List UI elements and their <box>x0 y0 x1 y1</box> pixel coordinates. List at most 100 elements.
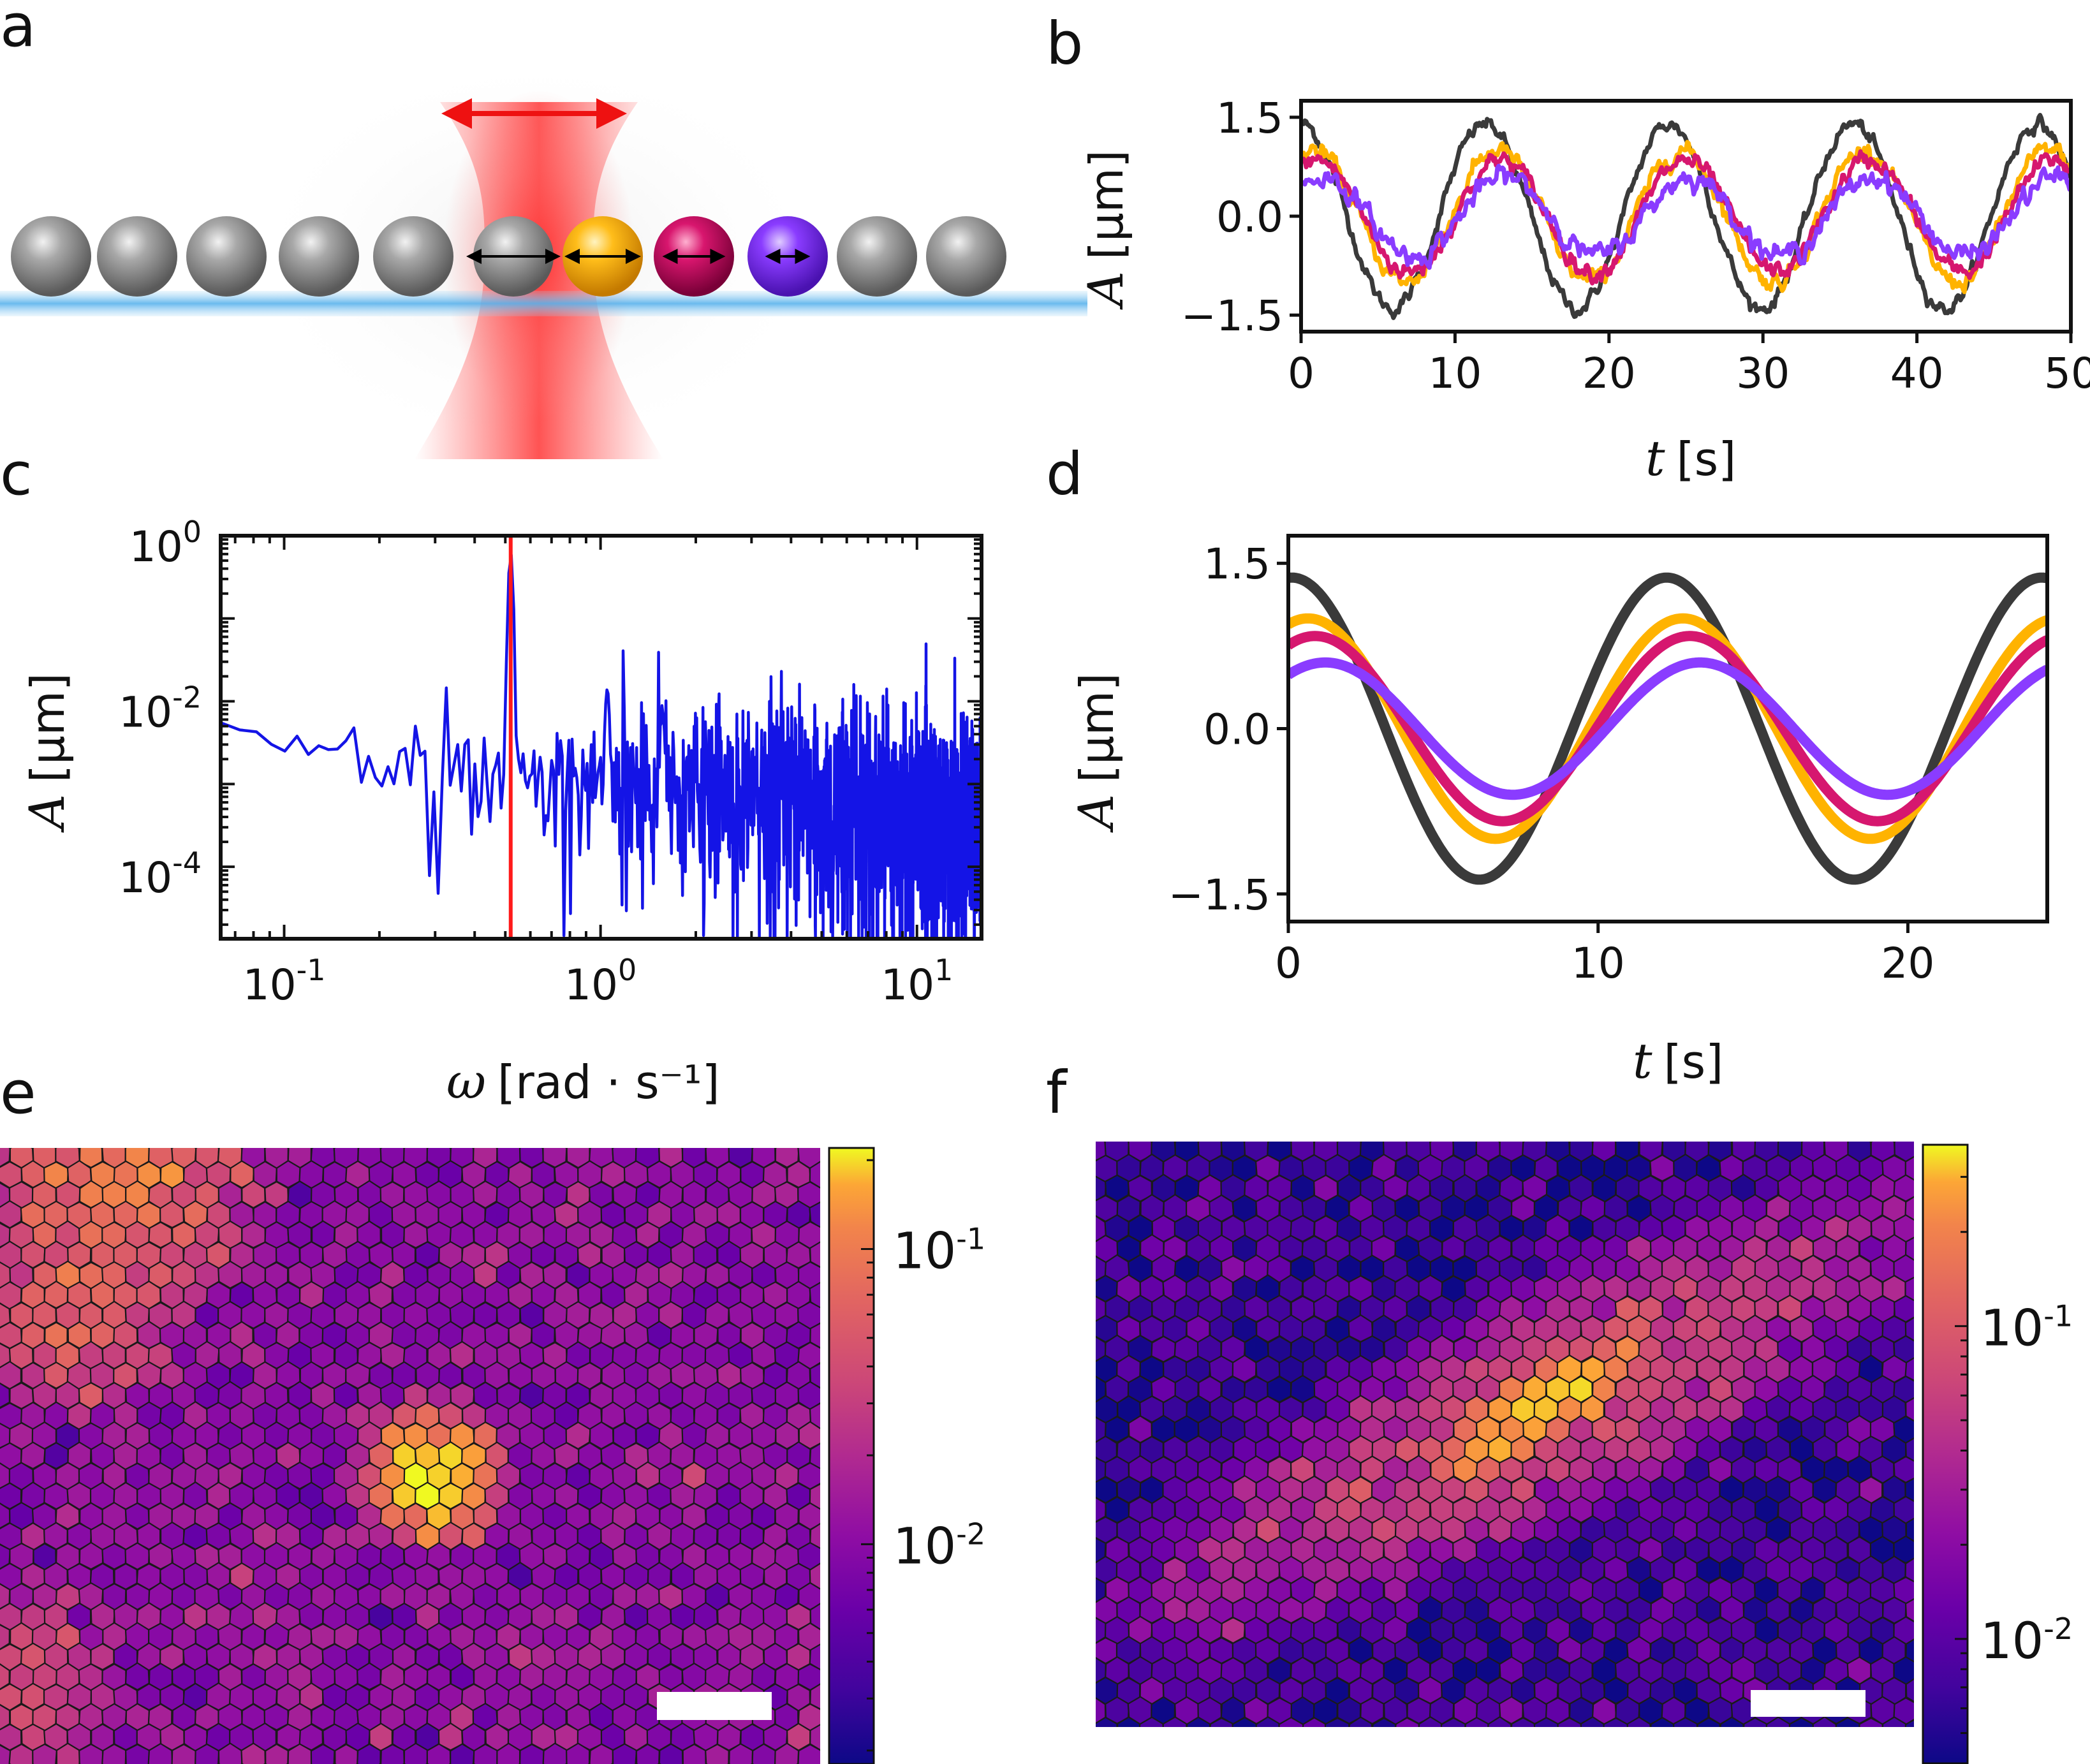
cell <box>1071 1356 1094 1383</box>
panel-label-b: b <box>1046 10 1083 78</box>
cell <box>1070 1677 1094 1704</box>
cell <box>635 1148 637 1149</box>
cell <box>1534 1115 1559 1141</box>
x-tick-label: 0 <box>1288 349 1314 398</box>
cell <box>1626 1716 1651 1727</box>
cell <box>1743 1717 1768 1727</box>
panel-c-ylabel: A[μm] <box>18 673 75 833</box>
cell <box>448 1148 453 1149</box>
cell <box>1232 1716 1258 1727</box>
cell <box>1127 1142 1130 1143</box>
cell <box>1233 1115 1256 1141</box>
y-tick-label: 0.0 <box>1216 193 1283 242</box>
cell <box>809 1483 820 1510</box>
x-tick-label: 10-1 <box>243 953 326 1010</box>
cell <box>809 1603 820 1631</box>
cell <box>1835 1717 1861 1727</box>
panel-label-c: c <box>0 440 33 508</box>
cell <box>1904 1237 1914 1261</box>
panel-f-colorbar <box>1922 1143 1969 1764</box>
cell <box>1071 1115 1094 1142</box>
cell <box>751 1148 753 1149</box>
cell <box>1882 1115 1906 1142</box>
cell <box>1904 1316 1914 1342</box>
cell <box>1696 1717 1721 1727</box>
cell <box>1767 1114 1790 1141</box>
cell <box>1558 1114 1581 1141</box>
cell <box>54 1148 58 1149</box>
colorbar-tick-label: 10-1 <box>893 1221 985 1280</box>
cell <box>589 1148 591 1149</box>
panel-label-d: d <box>1046 440 1083 508</box>
cell <box>1904 1478 1914 1502</box>
cell <box>1846 1142 1850 1143</box>
cell <box>1209 1717 1235 1727</box>
cell <box>809 1562 820 1590</box>
y-tick-label: 100 <box>129 515 202 571</box>
cell <box>356 1662 381 1691</box>
cell <box>612 1148 614 1149</box>
cell <box>1557 1717 1582 1727</box>
cell <box>809 1643 820 1671</box>
cell <box>565 1742 591 1764</box>
cell <box>0 1302 11 1328</box>
cell <box>1381 1142 1387 1143</box>
panel-label-f: f <box>1046 1059 1068 1127</box>
cell <box>1603 1717 1629 1727</box>
cell <box>1348 1716 1373 1727</box>
cell <box>809 1241 820 1268</box>
bead <box>837 216 917 297</box>
cell <box>77 1148 82 1150</box>
cell <box>1290 1656 1316 1684</box>
cell <box>1070 1316 1094 1342</box>
cell <box>1511 1115 1535 1141</box>
cell <box>276 1360 301 1390</box>
cell <box>1582 1114 1605 1141</box>
cell <box>565 1148 568 1149</box>
cell <box>1071 1397 1094 1423</box>
bead <box>97 216 177 297</box>
cell <box>1070 1195 1094 1222</box>
x-tick-label: 30 <box>1736 349 1790 398</box>
cell <box>1094 1115 1117 1142</box>
cell <box>1071 1517 1094 1543</box>
panel-d-fits: 0 10 20 −1.5 0.0 1.5 t [s] A[μm] <box>1068 534 2049 1089</box>
cell <box>402 1148 406 1149</box>
cell <box>357 1743 381 1764</box>
y-tick-label: 10-4 <box>119 846 202 902</box>
cell <box>1720 1114 1744 1141</box>
bead <box>373 216 453 297</box>
cell <box>240 1148 244 1149</box>
cell <box>170 1148 175 1150</box>
y-tick-label: −1.5 <box>1168 871 1270 920</box>
cell <box>1070 1557 1094 1584</box>
colorbar-tick-label: 10-2 <box>1980 1612 2073 1670</box>
cell <box>809 1362 820 1389</box>
cell <box>1683 1142 1688 1143</box>
cell <box>798 1148 799 1149</box>
cell <box>1488 1115 1512 1142</box>
fit-line <box>1288 631 2047 827</box>
cell <box>773 1148 777 1149</box>
cell <box>809 1522 820 1550</box>
cell <box>1905 1678 1914 1703</box>
bead <box>279 216 359 297</box>
panel-e-scalebar <box>657 1692 772 1720</box>
cell <box>1395 1115 1420 1141</box>
cell <box>1070 1476 1094 1503</box>
cell <box>1672 1717 1698 1727</box>
x-tick-label: 40 <box>1890 349 1944 398</box>
x-tick-label: 50 <box>2044 349 2090 398</box>
cell <box>1070 1636 1094 1664</box>
panel-b-timeseries: 0 10 20 30 40 50 −1.5 0.0 1.5 t [s] A[μm] <box>1077 94 2090 487</box>
cell <box>1358 1142 1363 1143</box>
cell <box>1071 1155 1094 1182</box>
x-tick-label: 10 <box>1428 349 1482 398</box>
panel-f-scalebar <box>1751 1690 1866 1717</box>
bead-chain <box>11 216 1006 297</box>
cell <box>1278 1716 1304 1727</box>
cell <box>1904 1357 1914 1381</box>
schematic <box>0 51 1087 459</box>
panel-f-heatmap: 10-1 10-2 <box>1070 1114 2073 1764</box>
cell <box>471 1148 476 1149</box>
